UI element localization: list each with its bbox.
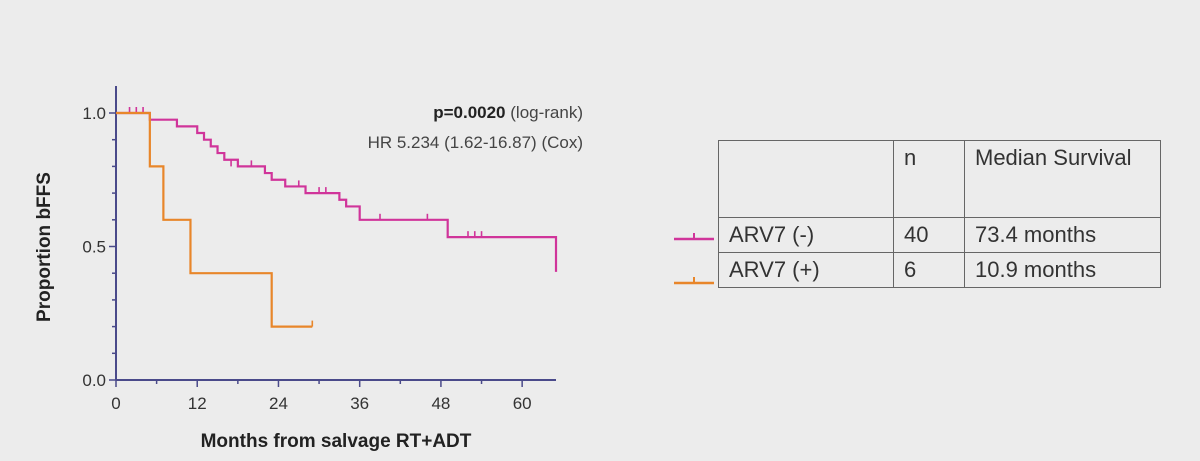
- series-line-arv7-neg: [116, 111, 558, 272]
- hr-annotation: HR 5.234 (1.62-16.87) (Cox): [368, 133, 583, 152]
- row-label: ARV7 (+): [718, 252, 894, 288]
- series-line-arv7-pos: [116, 111, 313, 328]
- y-axis-label: Proportion bFFS: [34, 172, 55, 322]
- x-tick-label: 12: [188, 394, 207, 413]
- p-value-annotation: p=0.0020 (log-rank): [433, 103, 583, 122]
- table-row: ARV7 (-) 40 73.4 months: [718, 217, 1161, 253]
- legend-swatch-arv7-neg: [674, 233, 714, 241]
- y-tick-label: 0.0: [82, 371, 106, 390]
- row-n: 6: [893, 252, 965, 288]
- chart-axes: [115, 86, 556, 381]
- chart-curves: [116, 107, 558, 328]
- legend-swatch-arv7-pos: [674, 277, 714, 285]
- row-n: 40: [893, 217, 965, 253]
- km-chart: 0 12 24 36 48 60 0.0 0.5 1.0 p=0.0020 (log-rank)…: [34, 86, 583, 452]
- x-tick-label: 24: [269, 394, 288, 413]
- row-median: 73.4 months: [964, 217, 1161, 253]
- chart-ticks: 0 12 24 36 48 60 0.0 0.5 1.0: [82, 104, 531, 413]
- y-tick-label: 1.0: [82, 104, 106, 123]
- table-header-n: n: [893, 140, 965, 218]
- row-label: ARV7 (-): [718, 217, 894, 253]
- x-tick-label: 60: [513, 394, 532, 413]
- x-tick-label: 36: [350, 394, 369, 413]
- row-median: 10.9 months: [964, 252, 1161, 288]
- table-header-row: n Median Survival: [718, 140, 1161, 218]
- median-survival-table: n Median Survival ARV7 (-) 40 73.4 month…: [718, 140, 1161, 288]
- x-axis-label: Months from salvage RT+ADT: [201, 431, 472, 452]
- x-tick-label: 0: [111, 394, 120, 413]
- table-header-blank: [718, 140, 894, 218]
- table-row: ARV7 (+) 6 10.9 months: [718, 252, 1161, 288]
- table-header-median: Median Survival: [964, 140, 1161, 218]
- x-tick-label: 48: [431, 394, 450, 413]
- y-tick-label: 0.5: [82, 238, 106, 257]
